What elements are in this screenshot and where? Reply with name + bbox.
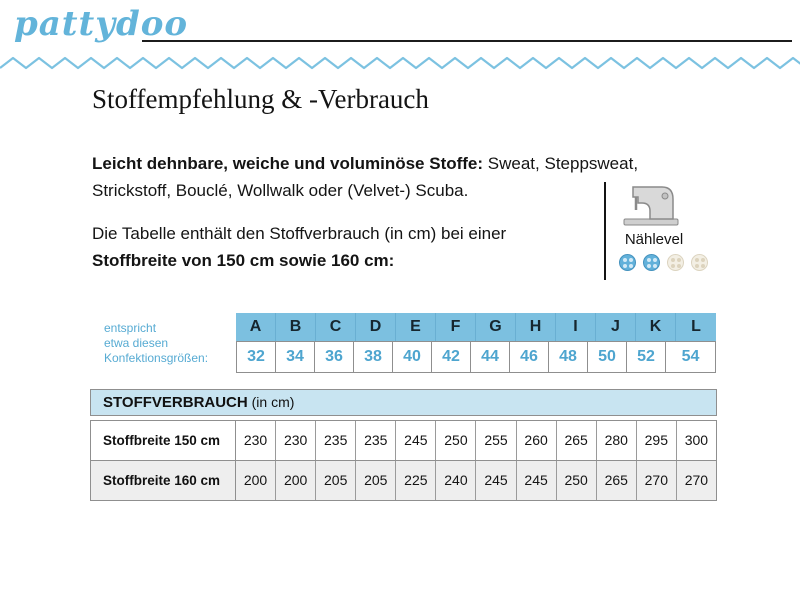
level-buttons: [619, 254, 708, 271]
value-cell: 295: [637, 421, 677, 460]
size-letter-cell: I: [556, 313, 596, 341]
button-level-icon: [667, 254, 684, 271]
value-cell: 260: [517, 421, 557, 460]
button-level-icon: [619, 254, 636, 271]
size-letter-cell: L: [676, 313, 716, 341]
size-value-cell: 38: [354, 342, 393, 372]
value-cell: 205: [316, 461, 357, 500]
size-letter-cell: F: [436, 313, 476, 341]
consumption-rows: Stoffbreite 150 cm 230 230 235 235 245 250 255 2…: [90, 420, 717, 501]
note-line2: Stoffbreite von 150 cm sowie 160 cm:: [92, 251, 395, 270]
value-cell: 235: [316, 421, 357, 460]
size-letter-cell: D: [356, 313, 396, 341]
size-letter-cell: G: [476, 313, 516, 341]
value-cell: 280: [597, 421, 637, 460]
size-letter-cell: C: [316, 313, 356, 341]
intro-rest: Sweat, Steppsweat, Strickstoff, Bouclé, …: [92, 154, 639, 200]
table-row: Stoffbreite 150 cm 230 230 235 235 245 250 255 2…: [91, 421, 716, 460]
size-letter-cell: E: [396, 313, 436, 341]
value-cell: 245: [396, 421, 437, 460]
value-cell: 205: [356, 461, 397, 500]
intro-bold: Leicht dehnbare, weiche und voluminöse S…: [92, 154, 484, 173]
value-cell: 270: [684, 472, 709, 488]
row-label: Stoffbreite 150 cm: [91, 421, 236, 460]
table-note-paragraph: Die Tabelle enthält den Stoffverbrauch (…: [92, 220, 612, 274]
size-value-cell: 50: [588, 342, 627, 372]
size-value-cell: 36: [315, 342, 354, 372]
size-value-cell: 44: [471, 342, 510, 372]
button-level-icon: [691, 254, 708, 271]
wave-divider: [0, 56, 800, 70]
value-cell: 200: [276, 461, 317, 500]
value-cell: 250: [557, 461, 597, 500]
level-divider-line: [604, 182, 606, 280]
size-value-cell: 48: [549, 342, 588, 372]
size-value-cell: 34: [276, 342, 315, 372]
header-rule: [142, 40, 792, 42]
page-title: Stoffempfehlung & -Verbrauch: [92, 84, 429, 114]
size-value-row: 32 34 36 38 40 42 44 46 48 50 52 54: [236, 341, 716, 373]
size-value-cell: 40: [393, 342, 432, 372]
button-level-icon: [643, 254, 660, 271]
note-line1: Die Tabelle enthält den Stoffverbrauch (…: [92, 224, 507, 243]
table-row: Stoffbreite 160 cm 200 200 205 205 225 240 245 2…: [91, 460, 716, 500]
consumption-table-header: STOFFVERBRAUCH (in cm): [90, 389, 717, 416]
value-cell: 245: [517, 461, 557, 500]
size-table-caption: entspricht etwa diesen Konfektionsgrößen…: [104, 321, 209, 365]
intro-paragraph: Leicht dehnbare, weiche und voluminöse S…: [92, 150, 652, 204]
pattydoo-logo: pattydoo: [14, 4, 189, 44]
size-letter-cell: B: [276, 313, 316, 341]
size-letter-cell: K: [636, 313, 676, 341]
value-cell: 265: [557, 421, 597, 460]
sewing-machine-icon: [623, 186, 679, 226]
size-value-cell: 42: [432, 342, 471, 372]
naehlevel-label: Nählevel: [624, 231, 684, 248]
size-value-cell: 46: [510, 342, 549, 372]
row-label: Stoffbreite 160 cm: [91, 461, 236, 500]
size-letter-cell: J: [596, 313, 636, 341]
value-cell: 235: [356, 421, 397, 460]
value-cell: 245: [476, 461, 517, 500]
size-value-cell: 54: [666, 342, 715, 372]
size-letter-cell: A: [236, 313, 276, 341]
value-cell: 255: [476, 421, 517, 460]
value-cell: 230: [236, 421, 277, 460]
size-value-cell: 52: [627, 342, 666, 372]
value-cell: 265: [597, 461, 637, 500]
value-cell: 250: [436, 421, 477, 460]
value-cell: 225: [396, 461, 437, 500]
consumption-title: STOFFVERBRAUCH: [103, 394, 248, 411]
size-value-cell: 32: [237, 342, 276, 372]
value-cell: 200: [236, 461, 277, 500]
value-cell: 270: [637, 461, 677, 500]
value-cell: 300: [684, 432, 709, 448]
value-cell: 240: [436, 461, 477, 500]
value-cell: 230: [276, 421, 317, 460]
consumption-title-suffix: (in cm): [247, 394, 295, 410]
size-letter-cell: H: [516, 313, 556, 341]
